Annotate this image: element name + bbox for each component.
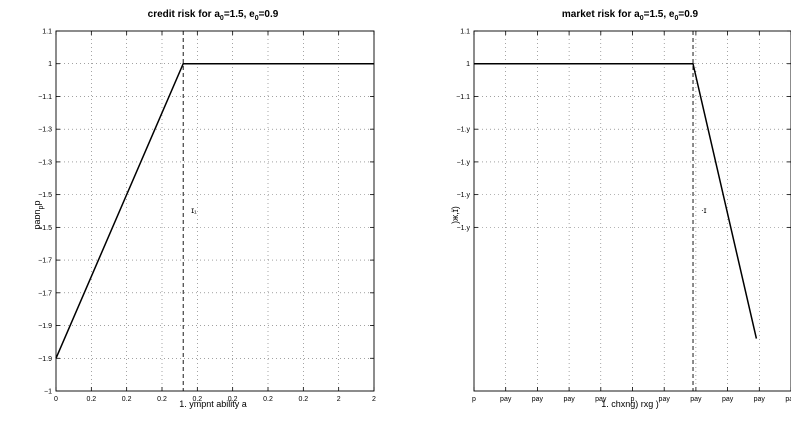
credit-risk-y-axis-label: paɒnpp — [32, 201, 45, 230]
x-tick-label: 0.2 — [157, 396, 167, 403]
credit-risk-panel: credit risk for a0=1.5, e0=0.9 0 0.2 0.2 0.… — [32, 9, 376, 409]
x-tick-label: 0.2 — [263, 396, 273, 403]
y-tick-label: −1.5 — [38, 192, 52, 199]
x-tick-label: p — [631, 396, 635, 403]
x-tick-label: pay — [532, 396, 544, 403]
credit-risk-y-tick-labels: 1.1 1 −1.1 −1.3 −1.3 −1.5 −1.5 −1.7 −1.7 −1.9 −1.9… — [38, 29, 52, 396]
credit-risk-plot-frame — [55, 30, 375, 392]
credit-risk-threshold-label: ɪ₁ — [191, 206, 197, 215]
credit-risk-curve — [55, 62, 374, 359]
x-tick-label: 0.2 — [122, 396, 132, 403]
market-risk-y-tick-labels: 1.1 1 −1.1 −1.y −1.y −1.y −1.y — [456, 29, 470, 232]
market-risk-gridlines — [473, 30, 791, 391]
x-tick-label: 0 — [54, 396, 58, 403]
y-tick-label: 1 — [48, 61, 52, 68]
x-tick-label: pay — [722, 396, 734, 403]
credit-risk-title: credit risk for a0=1.5, e0=0.9 — [148, 9, 279, 22]
market-risk-title: market risk for a0=1.5, e0=0.9 — [562, 9, 699, 22]
x-tick-label: 0.2 — [298, 396, 308, 403]
y-tick-label: 1 — [466, 61, 470, 68]
y-tick-label: −1.9 — [38, 356, 52, 363]
x-tick-label: 2 — [337, 396, 341, 403]
x-tick-label: pay — [690, 396, 702, 403]
x-tick-label: p — [472, 396, 476, 403]
market-risk-x-axis-label: 1. chxng) rxg ) — [601, 399, 659, 409]
credit-risk-x-axis-label: 1. ympnt ability a — [179, 399, 247, 409]
y-tick-label: −1.7 — [38, 258, 52, 265]
y-tick-label: −1.1 — [456, 94, 470, 101]
x-tick-label: pay — [754, 396, 766, 403]
market-risk-plot-frame — [473, 30, 791, 392]
y-tick-label: −1.y — [457, 127, 471, 134]
y-tick-label: −1.3 — [38, 159, 52, 166]
y-tick-label: −1 — [44, 389, 52, 396]
market-risk-threshold-label: ·ɪ — [701, 206, 707, 215]
x-tick-label: pay — [563, 396, 575, 403]
credit-risk-gridlines — [55, 30, 375, 392]
x-tick-label: pay — [595, 396, 607, 403]
y-tick-label: −1.5 — [38, 225, 52, 232]
market-risk-x-tick-labels: p pay pay pay pay p pay pay pay pay pay — [472, 396, 791, 403]
y-tick-label: −1.7 — [38, 290, 52, 297]
y-tick-label: 1.1 — [460, 29, 470, 36]
y-tick-label: −1.y — [457, 159, 471, 166]
y-tick-label: −1.y — [457, 225, 471, 232]
x-tick-label: pay — [500, 396, 512, 403]
x-tick-label: 0.2 — [86, 396, 96, 403]
y-tick-label: −1.9 — [38, 323, 52, 330]
credit-risk-x-tick-labels: 0 0.2 0.2 0.2 0.2 0.2 0.2 0.2 2 2 — [54, 396, 376, 403]
x-tick-label: 0.2 — [192, 396, 202, 403]
market-risk-curve — [474, 62, 758, 339]
x-tick-label: pay — [785, 396, 791, 403]
market-risk-y-axis-label: )ж,ɪ̈) — [450, 206, 460, 224]
x-tick-label: 2 — [372, 396, 376, 403]
x-tick-label: 0.2 — [228, 396, 238, 403]
market-risk-panel: market risk for a0=1.5, e0=0.9 p pay pay pa… — [450, 9, 791, 409]
y-tick-label: −1.3 — [38, 127, 52, 134]
x-tick-label: pay — [659, 396, 671, 403]
y-tick-label: −1.y — [457, 192, 471, 199]
y-tick-label: 1.1 — [42, 29, 52, 36]
y-tick-label: −1.1 — [38, 94, 52, 101]
